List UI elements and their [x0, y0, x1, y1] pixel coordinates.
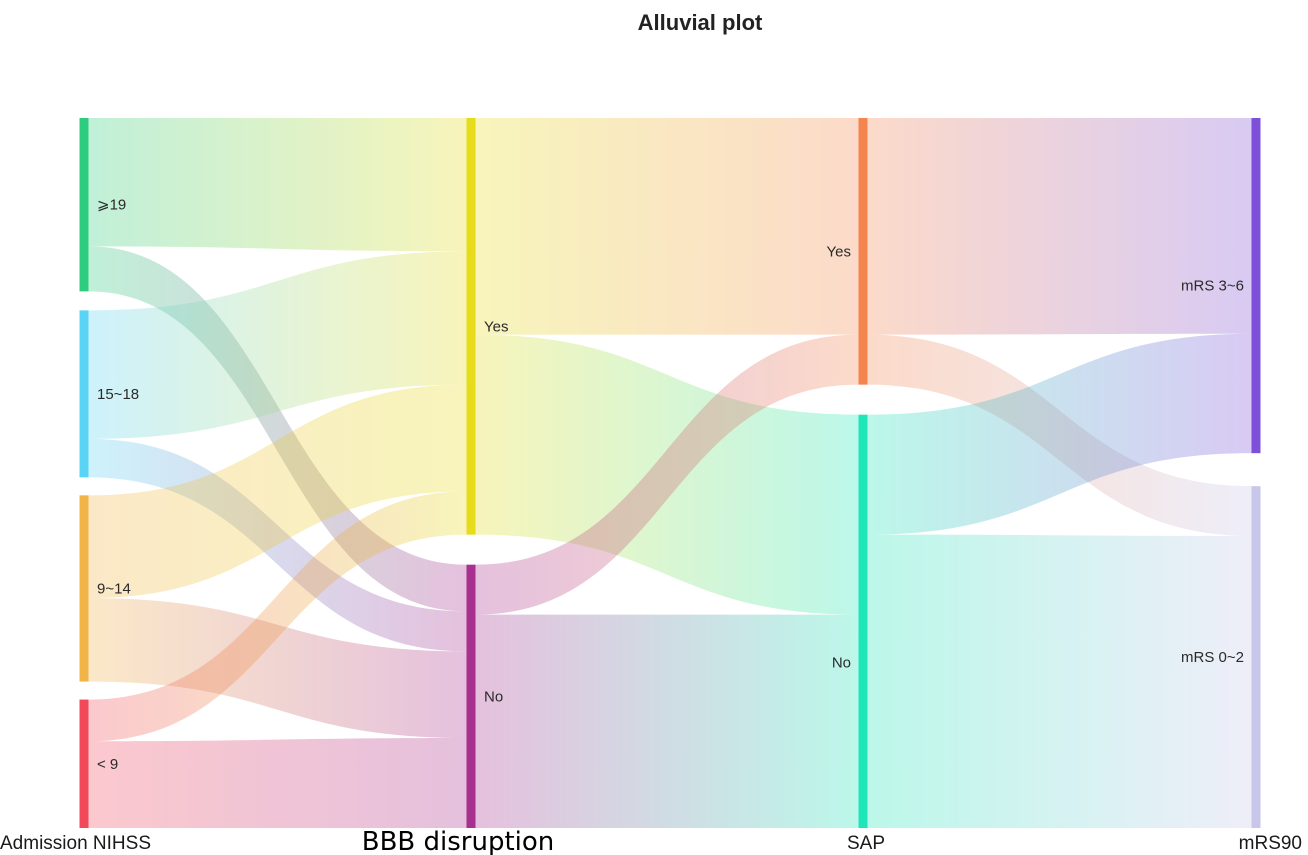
node-label-axis2-1: No [832, 655, 851, 672]
node-bar-axis0-1 [79, 310, 89, 478]
node-bar-axis1-1 [466, 564, 476, 828]
node-bar-axis0-0 [79, 118, 89, 292]
node-label-axis3-0: mRS 3~6 [1181, 278, 1244, 295]
flow-0-2-to-1-0 [88, 384, 467, 599]
node-label-axis0-2: 9~14 [97, 580, 131, 597]
axis-label-1: BBB disruption [362, 827, 555, 855]
axis-label-0: Admission NIHSS [0, 833, 151, 854]
node-label-axis2-0: Yes [827, 243, 851, 260]
flow-2-0-to-3-0 [867, 118, 1252, 335]
flow-1-0-to-2-0 [475, 118, 859, 335]
axis-labels-group: Admission NIHSS BBB disruption SAP mRS90 [0, 827, 1302, 855]
flow-0-3-to-1-1 [88, 738, 467, 828]
flows-group [88, 118, 1252, 828]
flow-0-0-to-1-0 [88, 118, 467, 252]
node-label-axis1-1: No [484, 688, 503, 705]
node-bar-axis2-1 [858, 414, 868, 828]
node-label-axis0-0: ⩾19 [97, 197, 126, 214]
flow-1-1-to-2-1 [475, 614, 859, 828]
chart-title: Alluvial plot [638, 10, 763, 35]
flow-1-1-to-2-0 [475, 334, 859, 615]
flow-0-2-to-1-1 [88, 598, 467, 738]
node-bar-axis3-1 [1251, 486, 1261, 828]
node-label-axis0-3: < 9 [97, 756, 118, 773]
flow-0-0-to-1-1 [88, 246, 467, 612]
flow-0-3-to-1-0 [88, 491, 467, 742]
node-bar-axis0-2 [79, 495, 89, 682]
node-bar-axis1-0 [466, 118, 476, 535]
node-label-axis0-1: 15~18 [97, 386, 139, 403]
node-labels-group: ⩾19 15~18 9~14 < 9 Yes No Yes No mRS 3~6 mRS 0~2 [97, 197, 1244, 773]
node-bar-axis3-0 [1251, 118, 1261, 454]
flow-2-1-to-3-1 [867, 534, 1252, 828]
flow-0-1-to-1-0 [88, 251, 467, 439]
axis-label-2: SAP [847, 833, 885, 854]
axis-label-3: mRS90 [1239, 833, 1302, 854]
nodes-group [79, 118, 1261, 828]
node-label-axis1-0: Yes [484, 318, 508, 335]
node-bar-axis0-3 [79, 699, 89, 828]
flow-2-1-to-3-0 [867, 333, 1252, 535]
node-bar-axis2-0 [858, 118, 868, 385]
node-label-axis3-1: mRS 0~2 [1181, 649, 1244, 666]
